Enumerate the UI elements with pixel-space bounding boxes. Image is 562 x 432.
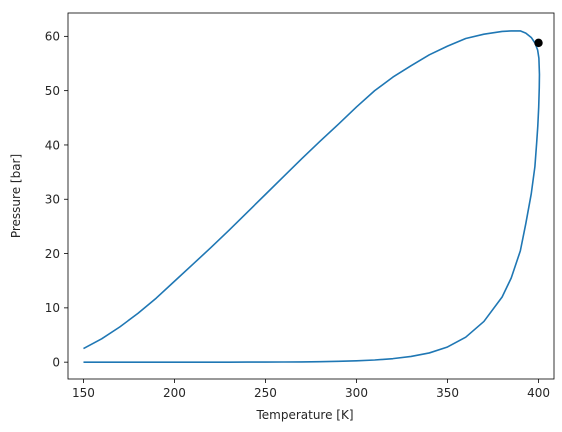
series-layer <box>83 30 541 363</box>
x-tick-label: 400 <box>527 386 550 400</box>
y-tick-label: 30 <box>45 193 60 207</box>
y-tick-label: 10 <box>45 301 60 315</box>
y-axis-label: Pressure [bar] <box>9 154 23 238</box>
x-tick-label: 300 <box>345 386 368 400</box>
x-tick-label: 150 <box>72 386 95 400</box>
y-tick-label: 60 <box>45 30 60 44</box>
series-line-0 <box>83 30 541 363</box>
x-tick-label: 200 <box>163 386 186 400</box>
y-tick-label: 0 <box>52 355 60 369</box>
plot-frame <box>67 12 555 380</box>
y-tick-label: 40 <box>45 138 60 152</box>
critical-point-marker <box>534 38 543 48</box>
x-axis-label: Temperature [K] <box>255 408 353 422</box>
x-axis-ticks: 150 200 250 300 350 400 <box>72 379 550 400</box>
y-axis-ticks: 0 10 20 30 40 50 60 <box>45 30 68 369</box>
y-tick-label: 50 <box>45 84 60 98</box>
x-tick-label: 250 <box>254 386 277 400</box>
marker-layer <box>534 38 543 48</box>
y-tick-label: 20 <box>45 247 60 261</box>
plot-area <box>68 13 554 379</box>
x-tick-label: 350 <box>436 386 459 400</box>
